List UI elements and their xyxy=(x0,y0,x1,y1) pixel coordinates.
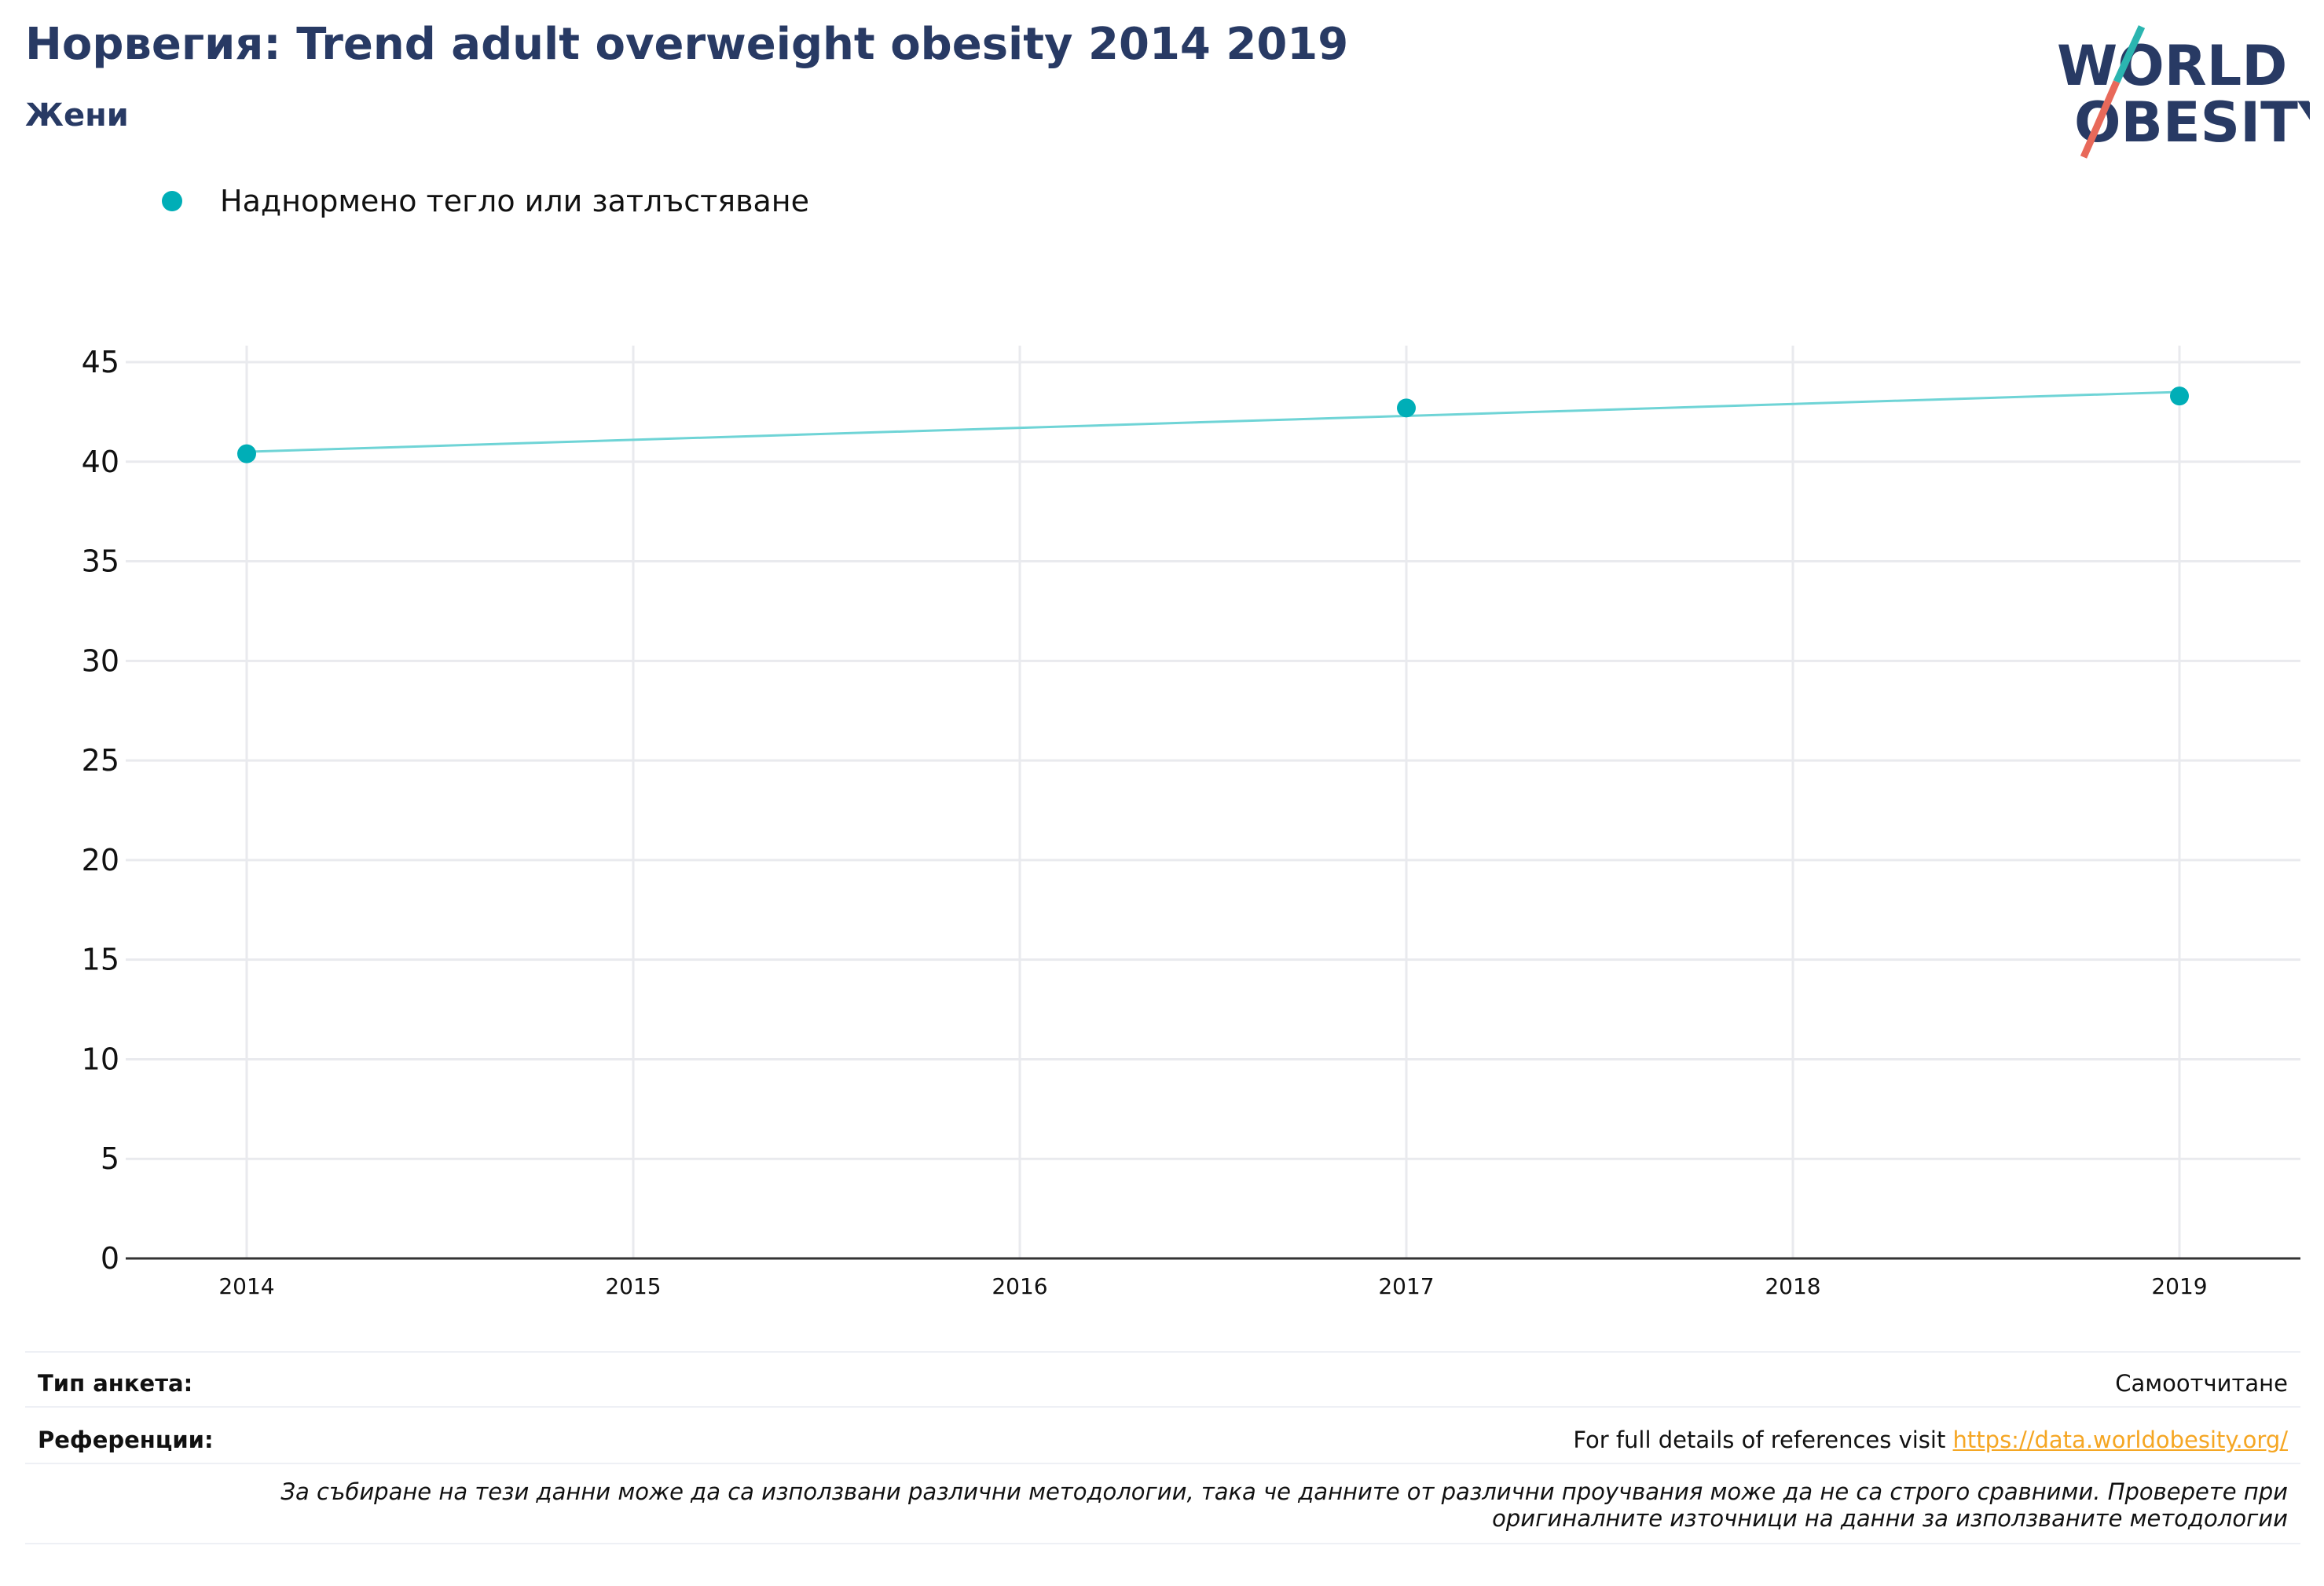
footer-divider xyxy=(25,1406,2300,1408)
logo-line2: OBESITY xyxy=(2074,90,2310,155)
logo-slash-bottom xyxy=(2080,80,2121,159)
y-tick-label: 40 xyxy=(82,445,119,479)
y-tick-label: 30 xyxy=(82,643,119,678)
chart-subtitle: Жени xyxy=(25,97,129,134)
world-obesity-logo: WORLD OBESITY xyxy=(2057,25,2310,159)
x-tick-label: 2018 xyxy=(1765,1273,1820,1299)
line-chart: 0 5 10 15 20 25 30 35 40 45 2014 2015 2016 2017 2018 20… xyxy=(82,345,2300,1299)
footer-divider-top xyxy=(25,1351,2300,1353)
footer-divider xyxy=(25,1463,2300,1464)
logo-slash-top xyxy=(2113,25,2146,83)
y-tick-label: 20 xyxy=(82,843,119,877)
trend-line xyxy=(246,390,2180,453)
data-point xyxy=(1397,398,1416,418)
data-point xyxy=(2170,386,2189,406)
legend-marker xyxy=(162,191,182,211)
references-value: For full details of references visit htt… xyxy=(1573,1427,2288,1453)
x-tick-label: 2016 xyxy=(992,1273,1047,1299)
data-point xyxy=(237,444,256,463)
chart-title: Норвегия: Trend adult overweight obesity… xyxy=(25,19,1349,70)
x-tick-label: 2017 xyxy=(1378,1273,1434,1299)
survey-type-label: Тип анкета: xyxy=(38,1370,193,1397)
y-tick-label: 15 xyxy=(82,943,119,977)
methodology-note: За събиране на тези данни може да са изп… xyxy=(280,1478,2288,1532)
y-tick-label: 35 xyxy=(82,544,119,579)
chart-legend: Наднормено тегло или затлъстяване xyxy=(162,184,809,218)
x-tick-label: 2014 xyxy=(218,1273,274,1299)
logo-line1: WORLD xyxy=(2057,34,2287,98)
y-tick-label: 45 xyxy=(82,345,119,379)
x-tick-label: 2019 xyxy=(2151,1273,2207,1299)
y-tick-label: 5 xyxy=(101,1141,119,1176)
references-link[interactable]: https://data.worldobesity.org/ xyxy=(1952,1427,2288,1453)
x-tick-label: 2015 xyxy=(605,1273,661,1299)
y-tick-label: 10 xyxy=(82,1042,119,1076)
survey-type-value: Самоотчитане xyxy=(2115,1370,2288,1397)
legend-label: Наднормено тегло или затлъстяване xyxy=(220,184,809,218)
y-tick-label: 25 xyxy=(82,743,119,778)
footer-divider-bottom xyxy=(25,1543,2300,1544)
y-tick-label: 0 xyxy=(101,1241,119,1276)
references-label: Референции: xyxy=(38,1427,214,1453)
references-text: For full details of references visit xyxy=(1573,1427,1946,1453)
